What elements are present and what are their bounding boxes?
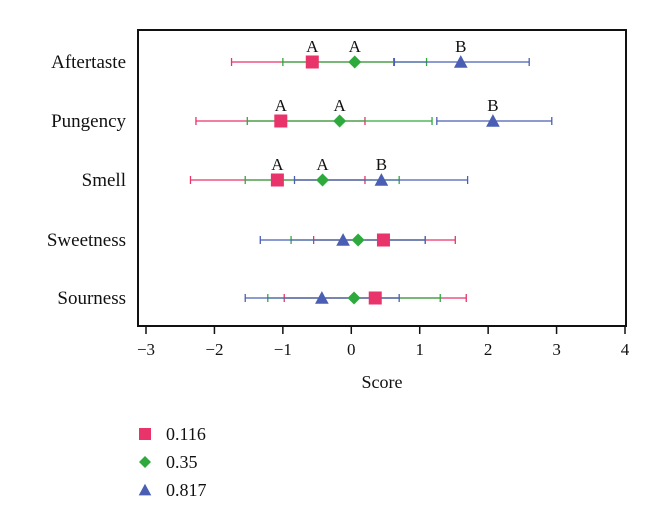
category-label: Sourness: [57, 288, 126, 309]
marker-diamond: [351, 233, 365, 247]
legend-label: 0.35: [166, 452, 198, 472]
legend-label: 0.817: [166, 480, 207, 500]
significance-label: B: [487, 96, 498, 115]
marker-triangle: [315, 291, 329, 304]
significance-label: A: [349, 37, 362, 56]
significance-label: B: [376, 155, 387, 174]
x-tick-label: 2: [484, 340, 493, 359]
marker-triangle: [486, 114, 500, 127]
marker-triangle: [453, 55, 468, 68]
significance-label: A: [306, 37, 319, 56]
significance-label: B: [455, 37, 466, 56]
marker-square: [305, 55, 319, 69]
legend-marker-triangle: [138, 483, 152, 496]
error-bars: [189, 58, 553, 302]
significance-labels: A A A A A A B B B: [271, 37, 498, 174]
marker-square: [368, 291, 382, 305]
legend-marker-square: [139, 428, 151, 440]
category-label: Pungency: [51, 111, 126, 132]
marker-triangle: [336, 233, 350, 246]
category-label: Smell: [82, 170, 126, 191]
significance-label: A: [316, 155, 329, 174]
x-tick-label: 1: [415, 340, 424, 359]
marker-square: [270, 173, 284, 187]
x-tick-label: 4: [621, 340, 630, 359]
category-label: Sweetness: [47, 230, 126, 251]
category-label: Aftertaste: [51, 52, 126, 73]
x-axis-title: Score: [362, 372, 403, 392]
marker-diamond: [348, 55, 362, 69]
marker-diamond: [333, 114, 347, 128]
plot-frame: [137, 29, 627, 327]
marker-square: [376, 233, 390, 247]
x-tick-label: 0: [347, 340, 356, 359]
x-tick-label: −2: [205, 340, 223, 359]
category-labels: Aftertaste Pungency Smell Sweetness Sourness: [47, 52, 127, 309]
marker-diamond: [316, 173, 330, 187]
significance-label: A: [271, 155, 284, 174]
x-tick-label: −1: [274, 340, 292, 359]
x-tick-label: 3: [552, 340, 561, 359]
legend-marker-diamond: [139, 456, 151, 468]
marker-square: [274, 114, 288, 128]
significance-label: A: [275, 96, 288, 115]
x-axis-ticks: −3 −2 −1 0 1 2 3 4: [137, 326, 630, 359]
significance-label: A: [334, 96, 347, 115]
marker-triangle: [374, 173, 389, 186]
legend-label: 0.116: [166, 424, 206, 444]
marker-diamond: [347, 291, 361, 305]
legend: 0.116 0.35 0.817: [138, 424, 207, 500]
data-markers: [270, 55, 500, 305]
x-tick-label: −3: [137, 340, 155, 359]
